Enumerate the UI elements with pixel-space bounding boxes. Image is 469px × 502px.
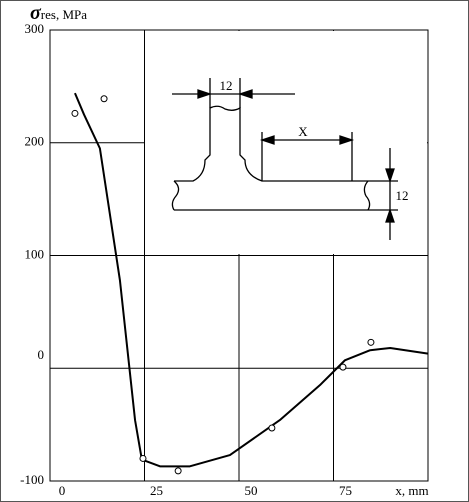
inset-background	[145, 31, 427, 254]
y-tick-label: 200	[25, 134, 45, 149]
annotation: X	[298, 124, 308, 139]
annotation: 12	[220, 78, 233, 93]
inset-drawing	[171, 78, 398, 240]
data-point	[339, 363, 347, 371]
annotation: 12	[396, 188, 409, 203]
x-tick-label: 75	[339, 483, 352, 498]
y-tick-label: 300	[25, 21, 45, 36]
data-point	[268, 424, 276, 432]
data-point	[100, 95, 108, 103]
y-label-unit: res, MPa	[41, 7, 87, 22]
x-label: x, mm	[395, 483, 428, 498]
curve	[74, 92, 429, 468]
x-tick-label: 25	[150, 483, 163, 498]
data-point	[367, 338, 375, 346]
y-label-symbol: σ	[30, 2, 42, 24]
data-point	[71, 109, 79, 117]
data-point	[139, 454, 147, 462]
y-tick-label: 100	[25, 246, 45, 261]
y-tick-label: -100	[20, 472, 44, 487]
x-tick-label: 50	[245, 483, 258, 498]
y-label: σres, MPa	[30, 2, 87, 24]
x-tick-label: 0	[59, 483, 66, 498]
y-tick-label: 0	[38, 347, 45, 362]
data-point	[174, 467, 182, 475]
